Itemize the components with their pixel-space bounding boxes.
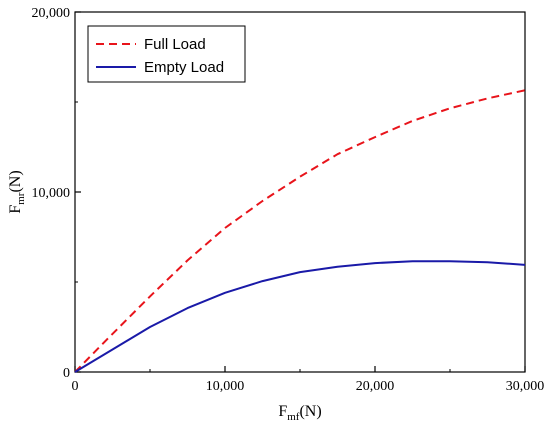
x-tick-label: 20,000 [356, 379, 395, 394]
x-axis-label: Fmf(N) [278, 403, 321, 423]
x-axis-label-sub: mf [287, 411, 300, 423]
legend-box [87, 25, 246, 83]
y-tick-label: 10,000 [32, 186, 71, 201]
legend: Full Load Empty Load [87, 25, 246, 83]
x-tick-label: 30,000 [506, 379, 545, 394]
series-line-full-load [74, 89, 526, 373]
y-axis-label-main: F [7, 205, 24, 214]
x-axis-label-main: F [278, 403, 287, 420]
legend-label-empty-load: Empty Load [144, 59, 224, 76]
series-line-empty-load [74, 260, 526, 373]
y-axis-label-sub: mr [15, 192, 27, 205]
y-axis-label: Fmr(N) [7, 170, 27, 213]
y-tick-label: 20,000 [32, 6, 71, 21]
series-layer [74, 89, 526, 373]
legend-label-full-load: Full Load [144, 36, 206, 53]
x-tick-label: 0 [72, 379, 79, 394]
x-tick-label: 10,000 [206, 379, 245, 394]
axis-ticks: 0 10,000 20,000 30,000 0 10,000 20,000 [32, 6, 545, 394]
y-axis-label-unit: (N) [7, 170, 24, 192]
y-tick-label: 0 [63, 366, 70, 381]
x-axis-label-unit: (N) [299, 403, 321, 420]
